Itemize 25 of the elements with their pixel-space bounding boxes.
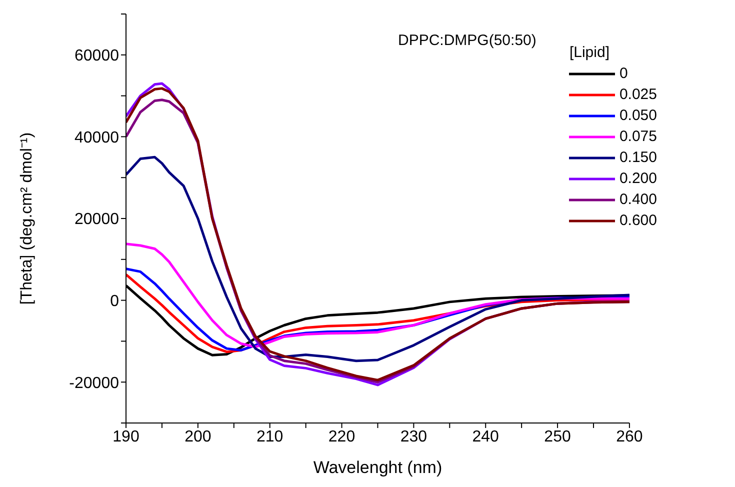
legend-label: 0.600 [619,211,657,231]
y-tick-label: -20000 [69,374,120,392]
legend-label: 0.050 [619,106,657,126]
y-tick-label: 20000 [74,211,120,228]
legend-title: [Lipid] [569,43,610,63]
y-tick-label: 40000 [74,129,120,146]
x-tick-label: 230 [400,428,428,446]
x-tick-label: 240 [472,428,500,446]
legend-label: 0.400 [619,190,657,210]
legend-label: 0.075 [619,127,657,147]
x-tick-label: 200 [184,428,212,446]
x-tick-label: 190 [112,428,140,446]
legend-label: 0.025 [619,85,657,105]
legend-label: 0.150 [619,148,657,168]
legend-label: 0 [619,64,628,84]
x-tick-label: 220 [328,428,356,446]
y-tick-label: 0 [110,292,120,310]
x-tick-label: 210 [256,428,284,446]
y-tick-label: 60000 [74,48,120,65]
x-tick-label: 260 [616,428,643,446]
x-tick-label: 250 [544,428,571,446]
y-axis-title: [Theta] (deg.cm² dmol⁻¹) [18,132,36,305]
legend-label: 0.200 [619,169,657,189]
panel-caption: DPPC:DMPG(50:50) [398,32,536,49]
x-axis-title: Wavelenght (nm) [313,458,442,477]
